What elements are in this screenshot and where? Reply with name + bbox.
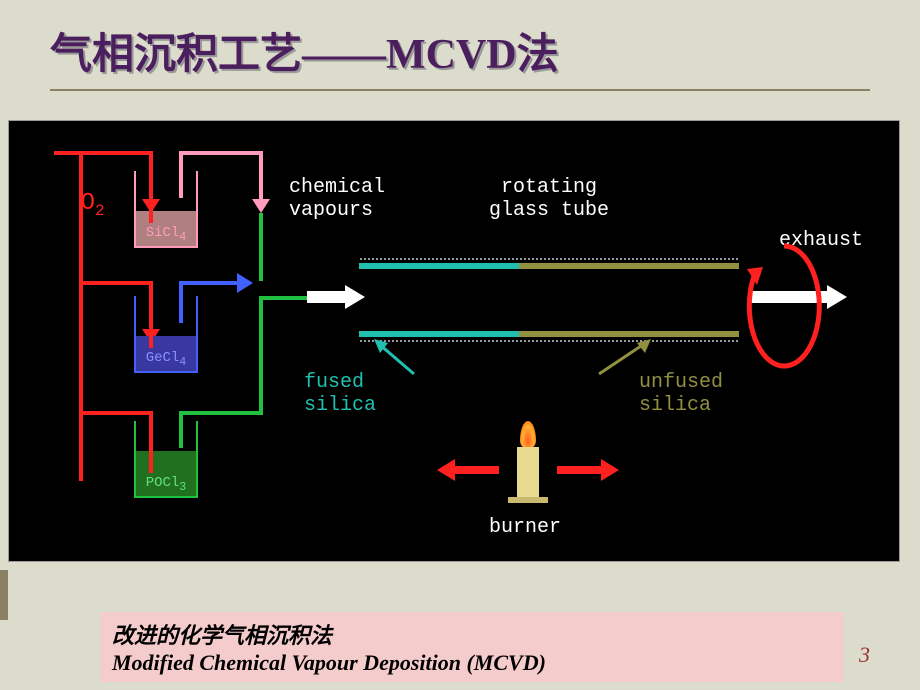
unfused-arrow-icon	[589, 339, 659, 379]
rotation-arc-icon	[739, 231, 829, 371]
o2-branch-1	[79, 151, 149, 155]
beaker-label: POCl3	[136, 475, 196, 494]
title-underline	[50, 89, 870, 91]
mcvd-diagram: O2 SiCl4 GeCl4 POCl3 chemical vapours rota…	[8, 120, 900, 562]
tube-bot-unfused	[519, 331, 739, 337]
burner-left-arrow-icon	[437, 459, 455, 481]
fused-arrow-icon	[374, 339, 434, 379]
green-rise	[179, 411, 183, 441]
exhaust-arrow-icon	[827, 285, 847, 309]
bubbler-inlet	[149, 288, 153, 348]
o2-branch-3	[79, 411, 149, 415]
tube-label: rotating glass tube	[489, 176, 609, 222]
tube-top-outer	[359, 257, 739, 261]
beaker-2: POCl3	[134, 421, 198, 498]
burner-right-shaft	[557, 466, 602, 474]
merge-down	[259, 213, 263, 281]
caption-line-2: Modified Chemical Vapour Deposition (MCV…	[112, 650, 832, 676]
burner-body	[517, 447, 539, 497]
bubbler-inlet	[149, 413, 153, 473]
burner-base	[508, 497, 548, 503]
blue-out	[179, 281, 239, 285]
vapour-arrow-shaft	[307, 291, 347, 303]
page-number: 3	[859, 642, 870, 668]
green-up	[259, 296, 263, 415]
beaker-1: GeCl4	[134, 296, 198, 373]
pink-out	[179, 151, 259, 155]
vapours-label: chemical vapours	[289, 176, 385, 222]
beaker-0: SiCl4	[134, 171, 198, 248]
flame-icon	[520, 421, 536, 449]
pink-down	[259, 151, 263, 201]
burner-left-shaft	[454, 466, 499, 474]
blue-arrow-icon	[237, 273, 253, 293]
page-title: 气相沉积工艺——MCVD法	[50, 20, 870, 81]
caption-box: 改进的化学气相沉积法 Modified Chemical Vapour Depo…	[100, 612, 844, 682]
vapour-arrow-icon	[345, 285, 365, 309]
o2-main-pipe	[79, 151, 83, 481]
side-accent	[0, 570, 8, 620]
tube-bot-fused	[359, 331, 519, 337]
pink-rise	[179, 151, 183, 191]
o2-branch-2	[79, 281, 149, 285]
blue-rise	[179, 281, 183, 311]
burner-label: burner	[489, 516, 561, 539]
o2-label: O2	[23, 163, 105, 247]
burner-right-arrow-icon	[601, 459, 619, 481]
green-out1	[179, 411, 259, 415]
tube-top-fused	[359, 263, 519, 269]
tube-top-unfused	[519, 263, 739, 269]
beaker-label: GeCl4	[136, 350, 196, 369]
pink-arrow-icon	[252, 199, 270, 213]
fused-label: fused silica	[304, 371, 376, 417]
beaker-label: SiCl4	[136, 225, 196, 244]
bubbler-inlet	[149, 163, 153, 223]
caption-line-1: 改进的化学气相沉积法	[112, 618, 832, 650]
